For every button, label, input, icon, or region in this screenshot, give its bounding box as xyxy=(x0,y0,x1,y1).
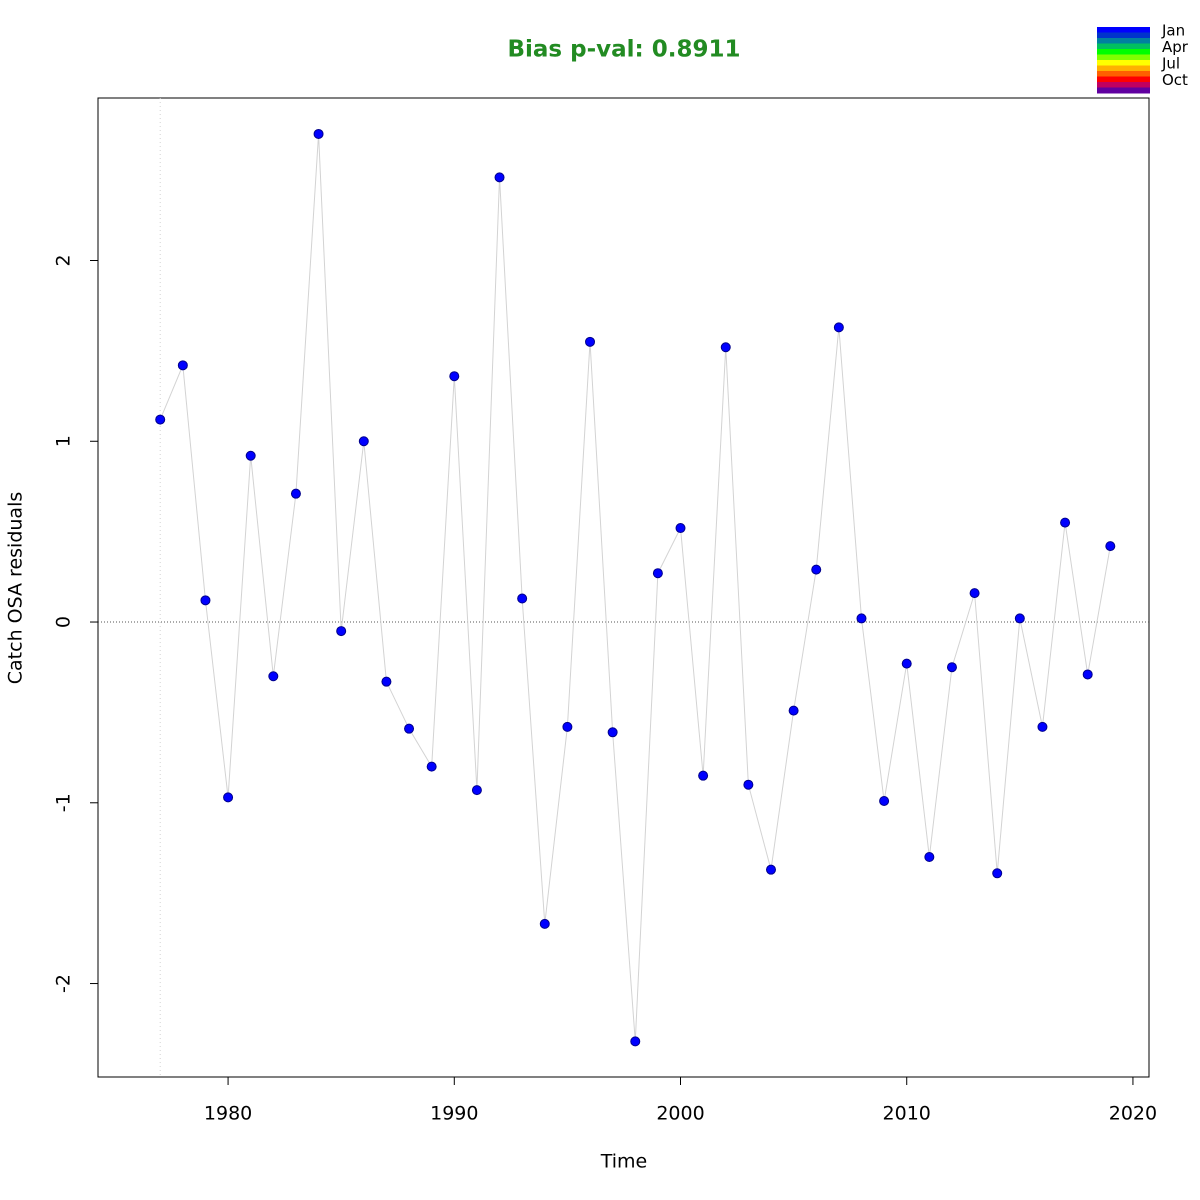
y-tick-label: 0 xyxy=(53,616,75,628)
data-point xyxy=(223,792,234,803)
data-point xyxy=(404,723,415,734)
legend-swatch xyxy=(1097,87,1150,94)
y-tick-label: -2 xyxy=(53,974,75,993)
data-point xyxy=(833,322,844,333)
data-point xyxy=(630,1036,641,1047)
data-point xyxy=(788,705,799,716)
legend-swatch xyxy=(1097,27,1150,33)
plot-frame xyxy=(97,97,1150,1078)
data-point xyxy=(449,371,460,382)
y-tick-label: -1 xyxy=(53,793,75,812)
data-point xyxy=(313,128,324,139)
chart-title: Bias p-val: 0.8911 xyxy=(508,37,741,63)
data-point xyxy=(471,785,482,796)
x-tick-label: 2000 xyxy=(656,1103,704,1125)
legend-swatch xyxy=(1097,76,1150,83)
data-point xyxy=(675,523,686,534)
legend-swatch xyxy=(1097,82,1150,88)
data-point xyxy=(765,864,776,875)
x-tick-label: 1990 xyxy=(430,1103,478,1125)
data-point xyxy=(1060,517,1071,528)
data-point xyxy=(720,342,731,353)
data-point xyxy=(743,779,754,790)
data-point xyxy=(245,450,256,461)
data-point xyxy=(585,336,596,347)
data-point xyxy=(517,593,528,604)
data-point xyxy=(155,414,166,425)
legend-label: Oct xyxy=(1162,71,1188,89)
x-tick-label: 1980 xyxy=(204,1103,252,1125)
data-point xyxy=(652,568,663,579)
data-point xyxy=(177,360,188,371)
legend-swatch xyxy=(1097,38,1150,44)
data-point xyxy=(562,721,573,732)
legend-swatch xyxy=(1097,65,1150,72)
data-point xyxy=(1037,721,1048,732)
data-point xyxy=(290,488,301,499)
y-tick-label: 2 xyxy=(53,254,75,266)
series-line xyxy=(159,133,1111,1042)
legend-label: Jul xyxy=(1161,55,1180,73)
data-point xyxy=(336,626,347,637)
data-point xyxy=(946,662,957,673)
data-point xyxy=(494,172,505,183)
data-point xyxy=(607,727,618,738)
legend-swatch xyxy=(1097,43,1150,50)
data-point xyxy=(969,588,980,599)
y-axis-label: Catch OSA residuals xyxy=(5,492,27,684)
data-point xyxy=(811,564,822,575)
legend-swatch xyxy=(1097,32,1150,39)
legend-swatch xyxy=(1097,60,1150,66)
legend-swatch xyxy=(1097,49,1150,55)
data-point xyxy=(1082,669,1093,680)
legend-swatch xyxy=(1097,54,1150,61)
data-point xyxy=(426,761,437,772)
legend-swatch xyxy=(1097,71,1150,77)
data-point xyxy=(358,436,369,447)
legend-label: Apr xyxy=(1162,38,1189,56)
data-point xyxy=(992,868,1003,879)
data-point xyxy=(856,613,867,624)
data-point xyxy=(1105,541,1116,552)
legend-label: Jan xyxy=(1161,22,1185,40)
x-tick-label: 2010 xyxy=(883,1103,931,1125)
data-point xyxy=(924,852,935,863)
data-point xyxy=(1014,613,1025,624)
data-point xyxy=(381,676,392,687)
data-point xyxy=(200,595,211,606)
data-point xyxy=(698,770,709,781)
data-point xyxy=(879,795,890,806)
x-tick-label: 2020 xyxy=(1109,1103,1157,1125)
y-tick-label: 1 xyxy=(53,435,75,447)
data-point xyxy=(901,658,912,669)
x-axis-label: Time xyxy=(600,1151,648,1173)
data-point xyxy=(268,671,279,682)
data-point xyxy=(539,918,550,929)
